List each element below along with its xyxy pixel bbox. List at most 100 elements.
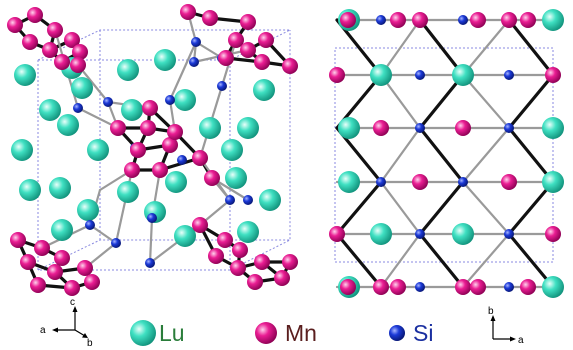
mn-atom xyxy=(412,174,428,190)
dark-bond xyxy=(418,180,465,236)
mn-atom xyxy=(470,12,486,28)
right-atoms xyxy=(329,9,564,298)
lu-atom xyxy=(370,64,392,86)
mn-atom xyxy=(254,254,270,270)
lu-atom xyxy=(237,117,259,139)
si-atom xyxy=(73,103,83,113)
axis-triad-left: c a b xyxy=(40,297,93,349)
mn-atom xyxy=(162,137,178,153)
mn-atom xyxy=(202,10,218,26)
mn-atom xyxy=(240,42,256,58)
lu-sphere-icon xyxy=(130,320,156,346)
dark-bond xyxy=(418,126,465,184)
mn-atom xyxy=(142,100,158,116)
lu-atom xyxy=(542,276,564,298)
si-atom xyxy=(103,97,113,107)
mn-atom xyxy=(412,12,428,28)
lu-atom xyxy=(77,199,99,221)
grey-bond xyxy=(168,40,198,102)
dark-bond xyxy=(418,232,465,289)
mn-atom xyxy=(373,120,389,136)
mn-atom xyxy=(329,67,345,83)
axis-label-c: c xyxy=(70,297,75,308)
lu-atom xyxy=(542,9,564,31)
mn-atom xyxy=(64,280,80,296)
lu-atom xyxy=(338,171,360,193)
mn-atom xyxy=(501,12,517,28)
si-atom xyxy=(111,238,121,248)
right-bond-network xyxy=(335,18,555,289)
left-atoms xyxy=(7,4,298,296)
lu-atom xyxy=(370,223,392,245)
si-atom xyxy=(85,220,95,230)
axis-label-a-right: a xyxy=(518,335,524,346)
dark-bond xyxy=(418,18,465,77)
mn-atom xyxy=(64,32,80,48)
mn-atom xyxy=(501,174,517,190)
lu-atom xyxy=(117,59,139,81)
lu-atom xyxy=(11,139,33,161)
mn-atom xyxy=(30,277,46,293)
mn-atom xyxy=(70,57,86,73)
lu-atom xyxy=(49,177,71,199)
mn-atom xyxy=(167,124,183,140)
mn-atom xyxy=(7,17,23,33)
mn-atom xyxy=(254,54,270,70)
legend-label-mn: Mn xyxy=(285,320,317,346)
si-atom xyxy=(225,195,235,205)
mn-atom xyxy=(340,279,356,295)
legend-label-lu: Lu xyxy=(159,320,185,346)
axis-label-b-right: b xyxy=(488,306,494,317)
si-atom xyxy=(191,37,201,47)
lu-atom xyxy=(225,167,247,189)
lu-atom xyxy=(14,64,36,86)
mn-atom xyxy=(47,264,63,280)
legend-label-si: Si xyxy=(413,320,433,346)
lu-atom xyxy=(174,89,196,111)
lu-atom xyxy=(237,221,259,243)
right-unit-cell-outline xyxy=(334,47,554,263)
grey-bond xyxy=(148,216,154,265)
mn-atom xyxy=(140,120,156,136)
mn-sphere-icon xyxy=(255,322,277,344)
dark-bond xyxy=(418,73,465,130)
si-atom xyxy=(458,177,468,187)
dark-bond xyxy=(507,180,555,236)
grey-bond xyxy=(379,180,422,236)
grey-bond xyxy=(461,18,511,77)
mn-atom xyxy=(54,54,70,70)
mn-atom xyxy=(130,142,146,158)
si-atom xyxy=(504,70,514,80)
mn-atom xyxy=(329,226,345,242)
right-projection-structure xyxy=(329,9,564,298)
si-atom xyxy=(415,282,425,292)
mn-atom xyxy=(390,12,406,28)
lu-atom xyxy=(452,64,474,86)
grey-bond xyxy=(379,126,422,184)
mn-atom xyxy=(208,248,224,264)
mn-atom xyxy=(218,50,234,66)
mn-atom xyxy=(72,44,88,60)
mn-atom xyxy=(228,32,244,48)
si-atom xyxy=(415,70,425,80)
grey-bond xyxy=(114,168,134,245)
mn-atom xyxy=(230,260,246,276)
dark-bond xyxy=(507,126,555,184)
lu-atom xyxy=(154,49,176,71)
mn-atom xyxy=(22,34,38,50)
grey-bond xyxy=(461,232,511,289)
mn-atom xyxy=(124,162,140,178)
si-atom xyxy=(376,15,386,25)
mn-atom xyxy=(27,7,43,23)
mn-atom xyxy=(274,270,290,286)
lu-atom xyxy=(39,99,61,121)
si-atom xyxy=(217,81,227,91)
lu-atom xyxy=(259,189,281,211)
si-atom xyxy=(376,177,386,187)
si-atom xyxy=(189,57,199,67)
dark-bond xyxy=(335,232,383,289)
dark-bond xyxy=(507,18,555,77)
si-atom xyxy=(165,95,175,105)
si-sphere-icon xyxy=(389,325,405,341)
si-atom xyxy=(504,123,514,133)
